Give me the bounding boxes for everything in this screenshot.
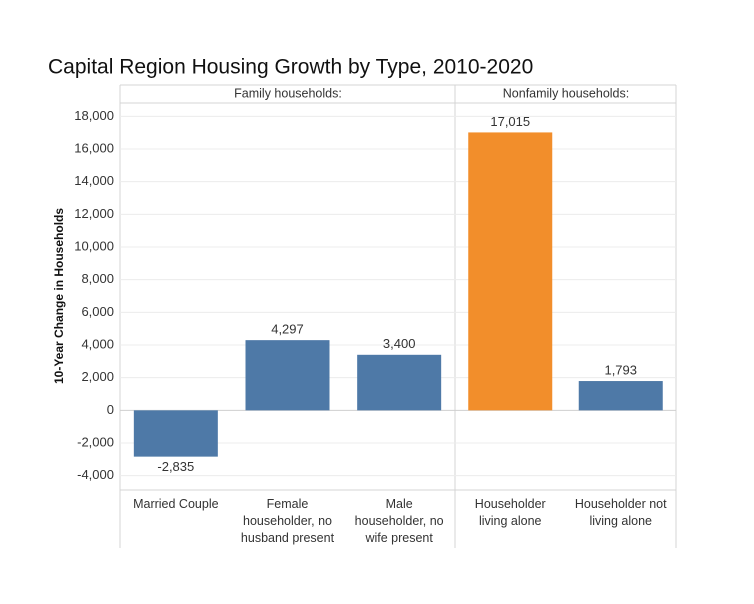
data-label: 3,400	[383, 336, 416, 351]
y-tick-label: 10,000	[74, 238, 114, 253]
data-label: 1,793	[604, 362, 637, 377]
y-tick-label: 6,000	[81, 304, 114, 319]
bar	[578, 381, 663, 411]
x-tick-label: Householder living alone	[474, 497, 546, 528]
y-tick-label: 14,000	[74, 173, 114, 188]
bar	[245, 340, 330, 411]
group-label: Family households:	[234, 86, 342, 100]
x-tick-label: Married Couple	[133, 497, 219, 511]
data-label: -2,835	[157, 459, 194, 474]
y-tick-label: 4,000	[81, 336, 114, 351]
x-tick-label: Householder not living alone	[574, 497, 667, 528]
y-tick-label: 16,000	[74, 140, 114, 155]
y-tick-label: 2,000	[81, 369, 114, 384]
frame	[119, 84, 677, 548]
y-tick-label: 12,000	[74, 206, 114, 221]
y-tick-label: -4,000	[77, 467, 114, 482]
bar	[468, 132, 553, 411]
bar	[133, 410, 218, 457]
y-axis-title: 10-Year Change in Households	[52, 208, 66, 384]
y-tick-label: 18,000	[74, 108, 114, 123]
y-tick-label: 0	[107, 402, 114, 417]
x-tick-label: Female householder, no husband present	[240, 497, 335, 545]
chart-title: Capital Region Housing Growth by Type, 2…	[48, 56, 533, 79]
bar	[357, 354, 442, 411]
y-tick-label: 8,000	[81, 271, 114, 286]
data-label: 4,297	[271, 322, 304, 337]
y-tick-label: -2,000	[77, 434, 114, 449]
data-label: 17,015	[490, 114, 530, 129]
x-tick-label: Male householder, no wife present	[354, 497, 444, 545]
group-label: Nonfamily households:	[503, 86, 629, 100]
